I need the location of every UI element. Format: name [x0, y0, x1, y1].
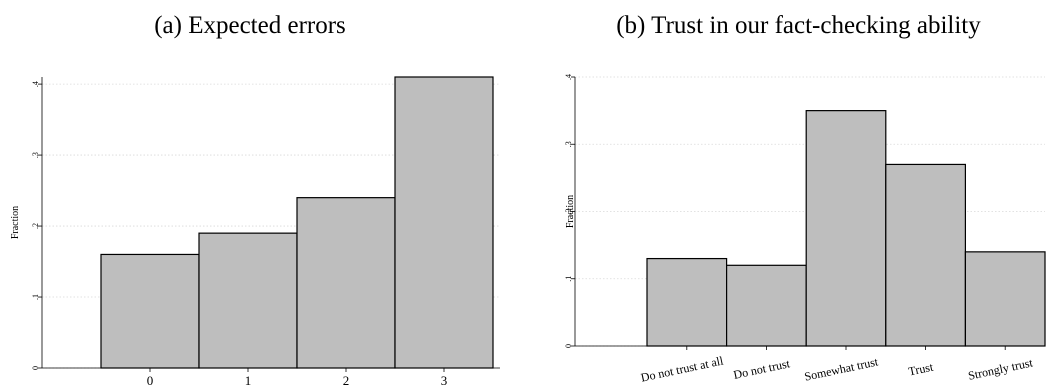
- chart-b-x-tick-label: Do not trust at all: [639, 353, 725, 384]
- chart-b-x-tick-label: Do not trust: [732, 356, 792, 382]
- chart-b-bar-3: [885, 163, 966, 347]
- chart-b-y-tick-label: .4: [564, 74, 573, 80]
- chart-a-x-tick-label: 1: [245, 373, 252, 388]
- chart-a-y-tick-label: .1: [31, 294, 40, 300]
- chart-a-y-axis-label: Fraction: [10, 206, 21, 239]
- chart-a-x-tick-label: 0: [147, 373, 154, 388]
- chart-b-x-tick-label: Strongly trust: [967, 355, 1035, 382]
- chart-b-bar-0: [646, 257, 728, 347]
- chart-b-y-tick-label: .2: [564, 209, 573, 215]
- chart-a-expected-errors: 0 .1 .2 .3 .4 Fraction 0 1 2 3: [10, 76, 500, 388]
- chart-a-y-tick-label: .2: [31, 223, 40, 229]
- chart-a-x-tick-label: 3: [441, 373, 448, 388]
- chart-a-y-tick-label: 0: [31, 366, 40, 370]
- chart-a-y-tick-label: .3: [31, 152, 40, 158]
- chart-b-y-tick-label: .3: [564, 141, 573, 147]
- chart-a-title: (a) Expected errors: [154, 12, 346, 39]
- chart-a-x-tick-label: 2: [343, 373, 350, 388]
- chart-b-title: (b) Trust in our fact-checking ability: [616, 12, 981, 39]
- chart-a-bar-3: [394, 76, 494, 369]
- chart-b-y-tick-label: .1: [564, 276, 573, 282]
- chart-b-y-axis-label: Fraction: [565, 195, 576, 228]
- chart-b-y-tick-label: 0: [564, 344, 573, 348]
- chart-b-x-tick-label: Somewhat trust: [803, 354, 880, 383]
- chart-a-bar-2: [296, 197, 396, 369]
- chart-a-bar-0: [100, 253, 200, 369]
- chart-b-bar-2: [805, 110, 887, 347]
- chart-a-bar-1: [198, 232, 298, 369]
- chart-a-y-tick-label: .4: [31, 81, 40, 87]
- chart-b-bar-1: [725, 264, 807, 347]
- chart-b-bar-4: [964, 251, 1046, 347]
- chart-b-x-tick-label: Trust: [907, 360, 935, 379]
- chart-b-trust-fact-checking: 0 .1 .2 .3 .4 Fraction Do not trust at all Do n…: [564, 74, 1046, 385]
